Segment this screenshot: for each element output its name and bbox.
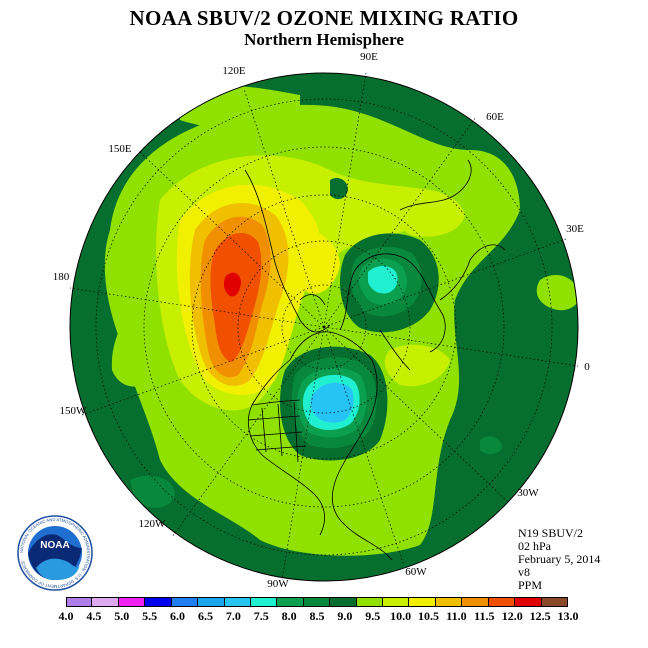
legend-swatch: [145, 597, 172, 607]
legend-swatch: [198, 597, 225, 607]
legend-swatch: [541, 597, 568, 607]
legend-swatch: [224, 597, 251, 607]
legend-label: 9.0: [337, 609, 353, 623]
legend-label: 8.0: [281, 609, 297, 623]
longitude-labels: 120E 90E 60E 30E 0 30W 60W 90W 120W 150W…: [53, 51, 591, 590]
map-grid: [69, 72, 579, 581]
legend-label: 13.0: [557, 609, 579, 623]
legend-label: 5.0: [114, 609, 130, 623]
map-subtitle: Northern Hemisphere: [244, 30, 404, 49]
legend-label: 10.0: [390, 609, 412, 623]
legend-label: 5.5: [142, 609, 158, 623]
legend-label: 6.5: [197, 609, 213, 623]
date-label: February 5, 2014: [518, 552, 601, 566]
legend-label: 4.5: [86, 609, 102, 623]
legend-swatch: [171, 597, 199, 607]
legend-swatch: [277, 597, 304, 607]
noaa-logo-text: NOAA: [40, 540, 69, 551]
lon-label-120e: 120E: [222, 65, 246, 77]
legend-label: 9.5: [365, 609, 381, 623]
legend-swatch: [488, 597, 516, 607]
legend-swatch: [92, 597, 119, 607]
lon-label-150e: 150E: [108, 143, 132, 155]
legend-label: 11.0: [446, 609, 467, 623]
lon-label-60w: 60W: [405, 566, 427, 578]
legend-swatch: [330, 597, 357, 607]
legend-swatch: [118, 597, 146, 607]
lon-label-0: 0: [584, 361, 590, 373]
legend-swatch: [409, 597, 436, 607]
legend-label: 8.5: [309, 609, 325, 623]
legend-swatch: [356, 597, 384, 607]
lon-label-150w: 150W: [60, 405, 88, 417]
legend-label: 12.0: [501, 609, 523, 623]
lon-label-30e: 30E: [566, 223, 584, 235]
legend-swatch: [383, 597, 410, 607]
polar-ozone-map: 120E 90E 60E 30E 0 30W 60W 90W 120W 150W…: [17, 51, 591, 591]
lon-label-90w: 90W: [267, 578, 289, 590]
legend-label: 12.5: [529, 609, 551, 623]
pressure-level-label: 02 hPa: [518, 539, 551, 553]
legend-label: 7.5: [253, 609, 269, 623]
units-label: PPM: [518, 578, 543, 592]
map-boundary: [69, 72, 579, 582]
lon-label-60e: 60E: [486, 111, 504, 123]
version-label: v8: [518, 565, 530, 579]
lon-label-90e: 90E: [360, 51, 378, 63]
legend-swatch: [250, 597, 278, 607]
coastlines: [244, 159, 506, 561]
legend-swatch: [303, 597, 331, 607]
legend-label: 10.5: [418, 609, 440, 623]
lon-label-120w: 120W: [139, 518, 167, 530]
legend-label: 11.5: [474, 609, 495, 623]
legend-label: 6.0: [170, 609, 186, 623]
legend-swatch: [435, 597, 463, 607]
legend-swatch: [462, 597, 489, 607]
legend-label: 7.0: [225, 609, 241, 623]
legend-swatch: [66, 597, 93, 607]
lon-label-30w: 30W: [517, 487, 539, 499]
legend-swatch: [515, 597, 542, 607]
noaa-logo: NOAA NATIONAL OCEANIC AND ATMOSPHERIC AD…: [17, 515, 93, 591]
map-title: NOAA SBUV/2 OZONE MIXING RATIO: [129, 6, 519, 30]
instrument-label: N19 SBUV/2: [518, 526, 584, 540]
lon-label-180: 180: [53, 271, 70, 283]
legend-label: 4.0: [58, 609, 74, 623]
